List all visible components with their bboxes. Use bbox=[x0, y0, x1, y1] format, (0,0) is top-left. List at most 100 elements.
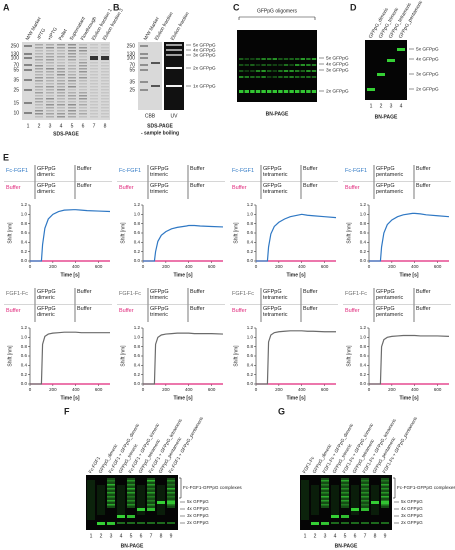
gel-band bbox=[57, 80, 65, 82]
caption: SDS-PAGE bbox=[53, 131, 79, 137]
phase-label: Buffer bbox=[190, 183, 205, 189]
phase-label: GFPpG pentameric bbox=[376, 289, 404, 301]
x-axis-label: Time [s] bbox=[173, 272, 192, 278]
marker-size: 70 bbox=[129, 62, 135, 68]
lane-number: 2 bbox=[380, 103, 383, 109]
y-tick-label: 0.0 bbox=[134, 381, 141, 386]
x-axis-label: Time [s] bbox=[60, 395, 79, 401]
y-tick-label: 0.8 bbox=[21, 344, 28, 349]
gel-band bbox=[295, 70, 300, 72]
gel-band bbox=[79, 95, 87, 97]
gel-band bbox=[351, 485, 359, 515]
x-tick-label: 400 bbox=[72, 387, 80, 392]
x-axis-label: Time [s] bbox=[173, 395, 192, 401]
x-tick-label: 600 bbox=[208, 387, 216, 392]
gel-band bbox=[147, 508, 155, 511]
gel-band bbox=[57, 53, 65, 55]
gel-band bbox=[35, 83, 43, 85]
band-label: 2x GFPpG bbox=[416, 86, 439, 92]
gel-band bbox=[79, 98, 87, 100]
gel-band bbox=[79, 74, 87, 76]
gel-band bbox=[90, 65, 98, 67]
y-tick-label: 0.6 bbox=[360, 230, 367, 235]
gel-band bbox=[127, 515, 135, 518]
gel-band bbox=[300, 90, 305, 93]
gel-band bbox=[68, 59, 76, 61]
gel-band bbox=[381, 492, 389, 494]
y-tick-label: 0.0 bbox=[21, 258, 28, 263]
gel-band bbox=[90, 47, 98, 49]
x-tick-label: 400 bbox=[185, 264, 193, 269]
gel-band bbox=[371, 501, 379, 504]
gel-band bbox=[90, 44, 98, 46]
gel-band bbox=[87, 480, 95, 520]
gel-band bbox=[167, 488, 175, 490]
band-label: 5x GFPpG bbox=[401, 499, 423, 504]
gel-band bbox=[68, 83, 76, 85]
lane-number: 7 bbox=[364, 533, 367, 539]
gel-band bbox=[35, 95, 43, 97]
gel-band bbox=[46, 104, 54, 106]
gel-band bbox=[79, 116, 87, 118]
gel-band bbox=[46, 47, 54, 49]
gel-band bbox=[79, 101, 87, 103]
y-tick-label: 0.4 bbox=[21, 240, 28, 245]
x-tick-label: 400 bbox=[185, 387, 193, 392]
gel-band bbox=[90, 110, 98, 112]
gel-band bbox=[267, 90, 272, 93]
marker-size: 35 bbox=[129, 79, 135, 85]
marker-size: 25 bbox=[129, 87, 135, 93]
gel-band bbox=[57, 104, 65, 106]
legend-entry: FGF1-Fc bbox=[119, 291, 141, 297]
marker-size: 15 bbox=[13, 100, 19, 106]
gel-band bbox=[46, 77, 54, 79]
gel-band bbox=[79, 104, 87, 106]
gel-band bbox=[90, 74, 98, 76]
gel-band bbox=[272, 58, 277, 60]
data-line bbox=[143, 224, 224, 262]
gel-band bbox=[289, 90, 294, 93]
gel-band bbox=[90, 53, 98, 55]
y-tick-label: 0.2 bbox=[360, 372, 367, 377]
gel-band bbox=[68, 98, 76, 100]
marker-size: 250 bbox=[11, 43, 20, 49]
gel-band bbox=[321, 484, 329, 486]
phase-label: GFPpG tetrameric bbox=[263, 306, 288, 318]
gel-band bbox=[57, 74, 65, 76]
gel-band bbox=[311, 76, 317, 78]
y-tick-label: 0.6 bbox=[134, 353, 141, 358]
gel-band bbox=[311, 58, 317, 60]
gel-band bbox=[24, 53, 32, 55]
y-tick-label: 0.8 bbox=[247, 221, 254, 226]
gel-band bbox=[57, 59, 65, 61]
gel-band bbox=[46, 53, 54, 55]
gel-band bbox=[261, 58, 266, 60]
gel-band bbox=[79, 71, 87, 73]
phase-label: GFPpG tetrameric bbox=[263, 183, 288, 195]
gel-band bbox=[107, 492, 115, 494]
gel-band bbox=[68, 53, 76, 55]
gel-band bbox=[35, 116, 43, 118]
legend-entry: Buffer bbox=[119, 185, 134, 191]
gel-band bbox=[341, 480, 349, 482]
gel-band bbox=[57, 65, 65, 67]
gel-band bbox=[341, 484, 349, 486]
gel-band bbox=[117, 515, 125, 518]
gel-band bbox=[151, 62, 160, 64]
gel-band bbox=[46, 62, 54, 64]
x-tick-label: 200 bbox=[388, 387, 396, 392]
gel-band bbox=[68, 113, 76, 115]
gel-band bbox=[79, 83, 87, 85]
gel-band bbox=[341, 500, 349, 502]
panel-label: C bbox=[233, 2, 240, 12]
gel-band bbox=[68, 104, 76, 106]
gel-band bbox=[147, 488, 155, 490]
y-tick-label: 1.2 bbox=[21, 202, 28, 207]
gel-band bbox=[381, 484, 389, 486]
band-label: 3x GFPpG bbox=[187, 513, 209, 518]
marker-size: 25 bbox=[13, 87, 19, 93]
gel-band bbox=[167, 480, 175, 482]
group-label: GFPpG oligomers bbox=[257, 8, 298, 14]
gel-band bbox=[68, 56, 76, 58]
y-tick-label: 0.0 bbox=[360, 381, 367, 386]
